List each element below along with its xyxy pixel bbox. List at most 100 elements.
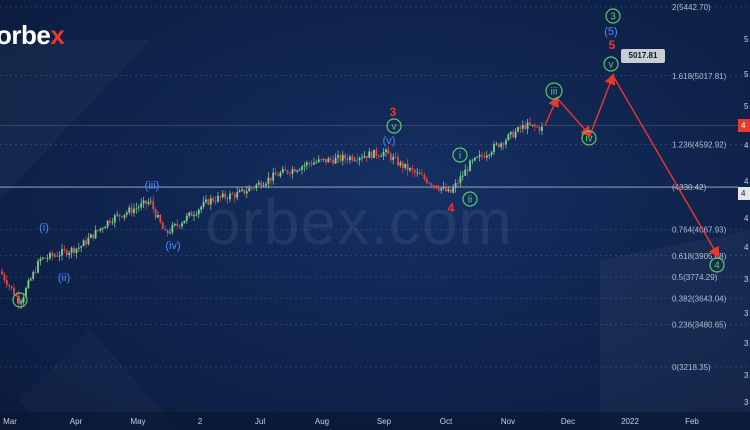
candle-body [140, 203, 143, 208]
candle-body [229, 193, 231, 200]
candle-body [509, 131, 512, 135]
y-tick-label: 3 [744, 339, 749, 348]
wave-label: v [392, 122, 397, 133]
candle-body [303, 165, 306, 167]
candle-body [128, 207, 131, 213]
candle-body [392, 156, 395, 160]
candle-body [190, 212, 193, 217]
x-tick-label: Oct [440, 417, 453, 426]
candle-body [430, 183, 433, 186]
candle-body [389, 153, 392, 160]
candle-body [13, 287, 15, 295]
candle-body [464, 169, 467, 176]
candle-body [226, 198, 229, 200]
candle-body [8, 285, 11, 287]
candle-body [521, 125, 524, 129]
candle-body [466, 169, 469, 172]
candle-body [368, 151, 371, 158]
candle-body [183, 220, 186, 224]
candle-body [39, 258, 42, 262]
fib-label: 0(3218.35) [672, 363, 711, 372]
candle-body [289, 173, 291, 174]
x-tick-label: Sep [377, 417, 392, 426]
candle-body [171, 225, 174, 233]
candle-body [452, 187, 455, 193]
candle-body [169, 232, 171, 234]
candle-body [332, 159, 335, 164]
price-tag-grey: 4 [738, 187, 750, 200]
candle-body [104, 226, 107, 229]
candle-body [272, 172, 275, 181]
fib-label: 0.382(3643.04) [672, 294, 727, 303]
candle-body [416, 172, 419, 174]
candle-body [101, 228, 104, 230]
wave-circle [452, 147, 468, 163]
candle-body [202, 201, 205, 207]
candle-body [296, 170, 299, 172]
candle-body [224, 193, 227, 199]
candle-body [317, 159, 320, 162]
candle-body [25, 287, 27, 297]
y-tick-label: 4 [744, 243, 749, 252]
y-tick-label: 3 [744, 371, 749, 380]
candle-body [284, 169, 287, 171]
candle-body [219, 195, 222, 198]
candle-body [3, 274, 6, 281]
wave-circle [462, 191, 478, 207]
candle-body [341, 154, 344, 161]
candle-body [382, 151, 385, 157]
candle-body [397, 157, 399, 166]
candle-body [286, 170, 289, 174]
candle-body [478, 154, 481, 157]
right-axis: 5 5 5 4 4 4 4 3 3 3 3 3 [744, 35, 749, 407]
candle-body [495, 143, 498, 145]
wave-circle [386, 118, 402, 134]
wave-label: iv [16, 296, 23, 307]
candle-body [488, 154, 491, 156]
candle-body [445, 187, 447, 192]
candle-body [337, 155, 339, 158]
x-tick-label: 2 [198, 417, 203, 426]
x-tick-label: 2022 [621, 417, 639, 426]
candle-body [193, 215, 195, 217]
candle-body [358, 157, 361, 161]
candle-body [130, 207, 133, 213]
wave-label: (5) [604, 26, 617, 38]
candle-body [401, 162, 404, 169]
candle-body [17, 295, 20, 304]
candle-body [34, 272, 37, 273]
candle-body [344, 154, 347, 159]
candle-body [413, 170, 416, 173]
candle-body [267, 177, 270, 184]
projection-arrow [589, 73, 616, 136]
candle-body [387, 149, 390, 154]
candle-body [37, 261, 39, 273]
candle-body [531, 124, 534, 126]
candle-body [46, 258, 49, 259]
wave-circle [709, 257, 725, 273]
wave-label: 4 [448, 201, 455, 215]
candle-body [241, 189, 243, 191]
candle-body [404, 163, 407, 169]
candle-body [481, 154, 483, 157]
y-tick-label: 3 [744, 309, 749, 318]
candle-body [133, 208, 135, 213]
candle-body [77, 247, 80, 249]
candle-body [320, 159, 323, 161]
candle-body [394, 156, 397, 158]
candle-body [313, 162, 315, 165]
candle-body [411, 168, 414, 171]
candle-body [217, 195, 219, 202]
candle-body [111, 222, 114, 224]
candle-body [493, 144, 495, 153]
candle-body [49, 252, 51, 259]
candle-body [10, 286, 13, 288]
candle-body [375, 149, 378, 156]
candle-body [248, 187, 251, 192]
candle-body [207, 199, 210, 205]
candle-body [243, 189, 246, 194]
candle-body [421, 174, 423, 176]
x-tick-label: Dec [561, 417, 575, 426]
